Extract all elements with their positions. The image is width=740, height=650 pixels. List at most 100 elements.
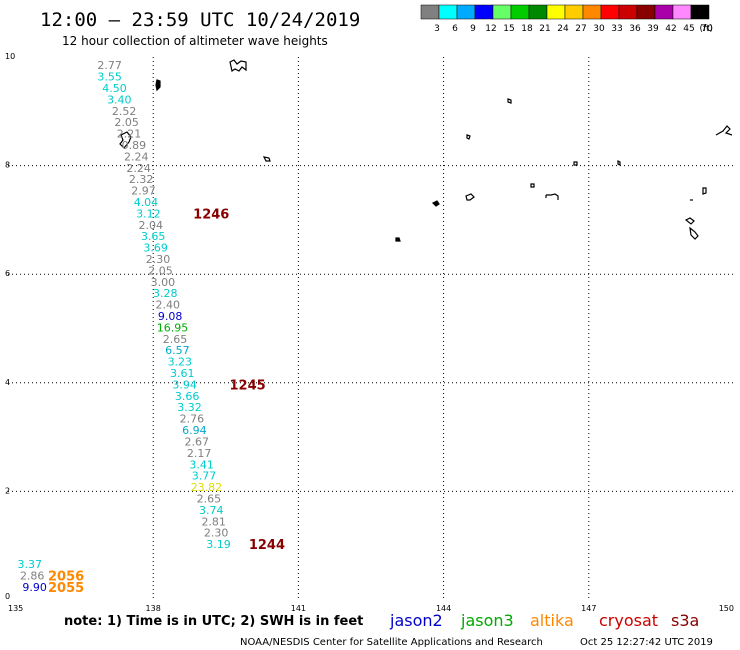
scale-swatch [456, 4, 476, 20]
y-tick-label: 4 [5, 378, 10, 387]
mission-legend-item: jason3 [460, 611, 514, 630]
wave-height-value: 2.30 [204, 527, 229, 540]
page-subtitle: 12 hour collection of altimeter wave hei… [62, 34, 328, 48]
wave-height-value: 3.28 [153, 287, 178, 300]
island-outline [155, 79, 161, 92]
pass-number-label: 1245 [229, 378, 265, 393]
island-outline [530, 183, 535, 188]
wave-height-value: 3.19 [206, 538, 231, 551]
island-outlines [119, 59, 733, 242]
scale-swatch [600, 4, 620, 20]
footer-generated-time: Oct 25 12:27:42 UTC 2019 [580, 637, 713, 648]
scale-swatch [492, 4, 512, 20]
island-outline [395, 237, 401, 242]
y-tick-label: 2 [5, 486, 10, 495]
scale-swatch [546, 4, 566, 20]
scale-label: 39 [647, 24, 659, 34]
wave-height-value: 2.05 [114, 116, 139, 129]
island-outline [466, 134, 471, 140]
island-outline [684, 217, 695, 225]
wave-height-value: 2.24 [124, 150, 149, 163]
mission-legend-item: s3a [671, 611, 699, 630]
scale-label: 15 [503, 24, 514, 34]
scale-label: 24 [557, 24, 569, 34]
scale-swatch [654, 4, 674, 20]
y-tick-label: 8 [5, 161, 10, 170]
x-tick-label: 135 [8, 604, 23, 613]
island-outline [689, 226, 699, 240]
wave-height-value: 6.57 [165, 344, 190, 357]
color-scale-legend: 3 6 9 12 15 18 21 24 27 30 33 36 39 42 45 70(ft) [420, 4, 713, 34]
wave-height-value: 3.61 [170, 367, 195, 380]
y-tick-label: 6 [5, 269, 10, 278]
scale-label: 6 [452, 24, 458, 34]
island-outline [507, 98, 512, 104]
wave-height-value: 2.76 [180, 413, 205, 426]
scale-swatch [510, 4, 530, 20]
scale-swatch [636, 4, 656, 20]
scale-label: 42 [665, 24, 676, 34]
scale-swatch [690, 4, 710, 20]
wave-height-value: 2.05 [148, 264, 173, 277]
map-grid: 135 138 141 144 147 150 0 2 4 6 8 10 [5, 52, 734, 613]
island-outline [617, 160, 621, 166]
pass-number-label: 2056 [48, 570, 84, 585]
island-outline [573, 161, 578, 166]
wave-height-value: 2.65 [197, 492, 222, 505]
mission-legend: jason2 jason3 altika cryosat s3a [389, 611, 699, 630]
scale-label: 9 [470, 24, 476, 34]
scale-swatch [438, 4, 458, 20]
wave-height-value: 3.74 [199, 504, 224, 517]
scale-label: 45 [683, 24, 694, 34]
mission-legend-item: altika [530, 611, 574, 630]
wave-height-value: 16.95 [157, 321, 189, 334]
wave-height-value: 4.04 [134, 196, 159, 209]
island-outline [229, 59, 247, 72]
mission-legend-item: cryosat [599, 611, 658, 630]
scale-unit: (ft) [699, 24, 713, 34]
wave-height-value: 2.86 [20, 570, 45, 583]
wave-height-value: 2.97 [131, 185, 156, 198]
wave-height-value: 2.04 [139, 219, 164, 232]
wave-height-value: 2.52 [112, 105, 137, 118]
island-outline [545, 193, 559, 200]
pass-number-label: 1244 [249, 538, 285, 553]
wave-height-value: 3.77 [192, 470, 217, 483]
wave-height-value: 2.40 [155, 299, 180, 312]
scale-label: 33 [611, 24, 622, 34]
observation-labels: 2.773.554.503.402.522.052.210.892.242.24… [18, 59, 231, 594]
scale-label: 70 [701, 24, 713, 34]
scale-swatch [582, 4, 602, 20]
footer-credit: NOAA/NESDIS Center for Satellite Applica… [240, 637, 543, 648]
scale-swatch [672, 4, 692, 20]
wave-height-value: 3.66 [175, 390, 200, 403]
x-tick-label: 144 [436, 604, 451, 613]
page-title: 12:00 – 23:59 UTC 10/24/2019 [40, 9, 360, 31]
wave-height-value: 4.50 [102, 82, 127, 95]
wave-height-value: 3.65 [141, 230, 166, 243]
wave-height-value: 2.67 [185, 435, 210, 448]
x-tick-label: 150 [719, 604, 734, 613]
wave-height-value: 2.24 [126, 162, 151, 175]
wave-height-value: 3.40 [107, 93, 132, 106]
island-outline [431, 200, 440, 207]
scale-swatch [564, 4, 584, 20]
x-tick-label: 141 [291, 604, 306, 613]
wave-height-value: 2.77 [97, 59, 122, 72]
wave-height-value: 3.69 [143, 242, 168, 255]
wave-height-value: 23.82 [191, 481, 223, 494]
wave-height-value: 2.30 [146, 253, 171, 266]
wave-height-value: 9.08 [158, 310, 183, 323]
island-outline [702, 187, 707, 195]
x-tick-label: 147 [581, 604, 596, 613]
island-outline [262, 156, 271, 162]
y-tick-label: 0 [5, 592, 10, 601]
island-outline [715, 125, 733, 136]
wave-height-value: 3.37 [18, 558, 43, 571]
wave-height-value: 2.81 [201, 515, 226, 528]
footer-note: note: 1) Time is in UTC; 2) SWH is in fe… [64, 614, 363, 629]
scale-swatch [420, 4, 440, 20]
